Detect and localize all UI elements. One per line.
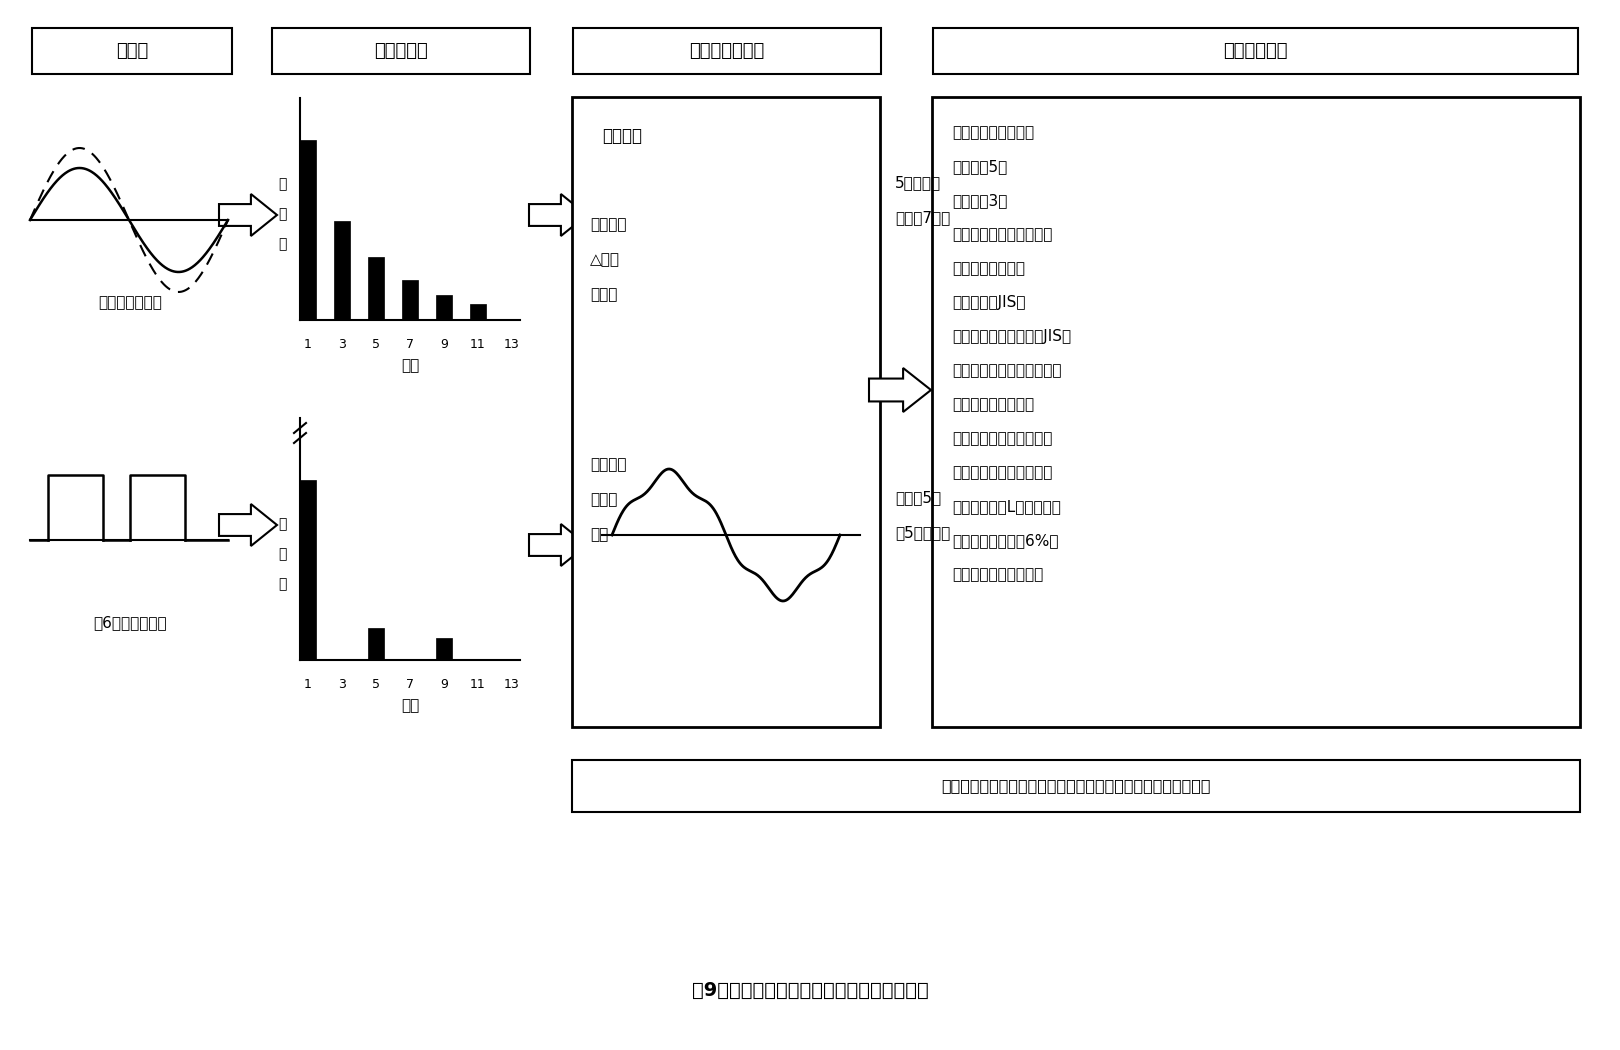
Text: 7: 7: [407, 678, 415, 691]
Text: 含: 含: [277, 517, 287, 531]
Text: 対策の考え方: 対策の考え方: [1223, 42, 1288, 60]
Text: ・高調波環境レベル: ・高調波環境レベル: [953, 125, 1034, 140]
Bar: [334, 220, 350, 320]
Text: 9: 9: [441, 338, 449, 351]
Text: ・他について（例えば、: ・他について（例えば、: [953, 465, 1053, 480]
Text: で還流: で還流: [590, 287, 617, 302]
Bar: [300, 140, 316, 320]
Text: 基本＋5次: 基本＋5次: [894, 490, 941, 505]
Bar: [32, 28, 232, 74]
Text: 3: 3: [339, 678, 347, 691]
Text: 7: 7: [407, 338, 415, 351]
Bar: [436, 638, 452, 660]
Text: ・耐量：環境レベル以上: ・耐量：環境レベル以上: [953, 430, 1053, 446]
Text: 11: 11: [470, 338, 486, 351]
Text: 発生源: 発生源: [117, 42, 147, 60]
Text: 11: 11: [470, 678, 486, 691]
Text: 9: 9: [441, 678, 449, 691]
Text: ・はん用：生産階段（JIS）: ・はん用：生産階段（JIS）: [953, 329, 1071, 344]
Text: 波を抑える方向（6%）: 波を抑える方向（6%）: [953, 533, 1058, 548]
Text: 5: 5: [373, 678, 381, 691]
Text: △回路: △回路: [590, 252, 620, 267]
Bar: [368, 257, 384, 320]
Polygon shape: [219, 504, 277, 546]
Bar: [573, 28, 881, 74]
Bar: [368, 628, 384, 660]
Bar: [572, 97, 880, 727]
Text: 電力系統の状況: 電力系統の状況: [690, 42, 765, 60]
Polygon shape: [219, 194, 277, 236]
Text: 有: 有: [277, 207, 287, 220]
Bar: [572, 760, 1580, 812]
Text: 第9図　電力系統の高調波と対策（まとめ）: 第9図 電力系統の高調波と対策（まとめ）: [692, 981, 928, 1000]
Text: 特高　3％: 特高 3％: [953, 193, 1008, 208]
Text: （テレビの例）: （テレビの例）: [99, 295, 162, 310]
Text: 次いで7次等: 次いで7次等: [894, 210, 951, 225]
Text: 吸収: 吸収: [590, 527, 608, 542]
Text: 次数: 次数: [400, 358, 420, 373]
Text: 近傍で: 近傍で: [590, 492, 617, 507]
Text: （主な障害）：力率改善用コンデンサの直列リアクトル焼損等: （主な障害）：力率改善用コンデンサの直列リアクトル焼損等: [941, 778, 1210, 794]
Text: 13: 13: [504, 338, 520, 351]
Text: （5％）の例: （5％）の例: [894, 525, 951, 540]
Bar: [272, 28, 530, 74]
Polygon shape: [530, 524, 586, 566]
Text: 1: 1: [305, 678, 313, 691]
Text: 率: 率: [277, 237, 287, 251]
Bar: [436, 295, 452, 320]
Text: 次数: 次数: [400, 698, 420, 713]
Text: 13: 13: [504, 678, 520, 691]
Text: コンデンサのL）は、高調: コンデンサのL）は、高調: [953, 499, 1061, 514]
Text: 配電　5％: 配電 5％: [953, 159, 1008, 174]
Text: ・長期的にみてこのレベ: ・長期的にみてこのレベ: [953, 227, 1053, 242]
Bar: [470, 303, 486, 320]
Bar: [402, 280, 418, 320]
Text: 5: 5: [373, 338, 381, 351]
Text: 率: 率: [277, 578, 287, 591]
Bar: [931, 97, 1580, 727]
Text: 3: 3: [339, 338, 347, 351]
Text: 1: 1: [305, 338, 313, 351]
Text: ルを超えない対策: ルを超えない対策: [953, 261, 1025, 276]
Text: （個別検討）: （個別検討）: [953, 397, 1034, 412]
Polygon shape: [868, 368, 931, 412]
Bar: [933, 28, 1578, 74]
Text: ・高次は: ・高次は: [590, 457, 627, 472]
Text: ・３次は: ・３次は: [590, 217, 627, 232]
Text: 有: 有: [277, 547, 287, 561]
Text: 5次が多く: 5次が多く: [894, 175, 941, 190]
Text: 含: 含: [277, 177, 287, 191]
Text: ・特定：新増設時（指数）: ・特定：新増設時（指数）: [953, 363, 1061, 378]
Text: （6相整流の例）: （6相整流の例）: [94, 615, 167, 630]
Text: 高調波含有: 高調波含有: [374, 42, 428, 60]
Text: ・電力は技術面の役割: ・電力は技術面の役割: [953, 567, 1043, 582]
Bar: [300, 480, 316, 660]
Polygon shape: [530, 194, 586, 236]
Text: 電力系統: 電力系統: [603, 127, 642, 145]
Text: （指針、JIS）: （指針、JIS）: [953, 295, 1025, 310]
